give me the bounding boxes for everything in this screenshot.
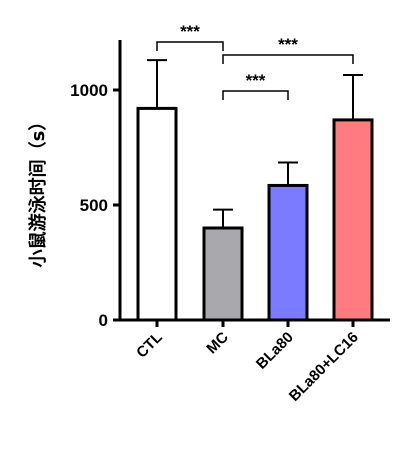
significance-ctl-mc-label: *** bbox=[180, 22, 200, 41]
bar-bla80 bbox=[267, 183, 309, 322]
significance-mc-bla80-lc16-label: *** bbox=[278, 35, 298, 54]
significance-mc-bla80-label: *** bbox=[246, 71, 266, 90]
error-bars-layer bbox=[147, 59, 363, 228]
y-axis-label: 小鼠游泳时间（s） bbox=[27, 113, 49, 268]
x-tick-label-bla80: BLa80 bbox=[253, 329, 297, 373]
x-tick-label-bla80-lc16: BLa80+LC16 bbox=[286, 329, 362, 405]
y-tick-label-1000: 1000 bbox=[70, 81, 108, 100]
bar-mc bbox=[202, 226, 244, 322]
bars-layer bbox=[136, 106, 374, 322]
significance-mc-bla80-bracket bbox=[222, 90, 289, 100]
x-tick-label-mc: MC bbox=[203, 329, 232, 358]
significance-mc-bla80-lc16-bracket bbox=[222, 54, 354, 64]
y-tick-label-500: 500 bbox=[80, 196, 108, 215]
bar-bla80-lc16 bbox=[332, 118, 374, 322]
bar-ctl bbox=[136, 106, 178, 322]
x-tick-label-ctl: CTL bbox=[133, 329, 166, 362]
significance-ctl-mc-bracket bbox=[156, 41, 224, 51]
y-tick-label-0: 0 bbox=[99, 311, 108, 330]
significance-layer: *** *** *** bbox=[156, 22, 354, 100]
